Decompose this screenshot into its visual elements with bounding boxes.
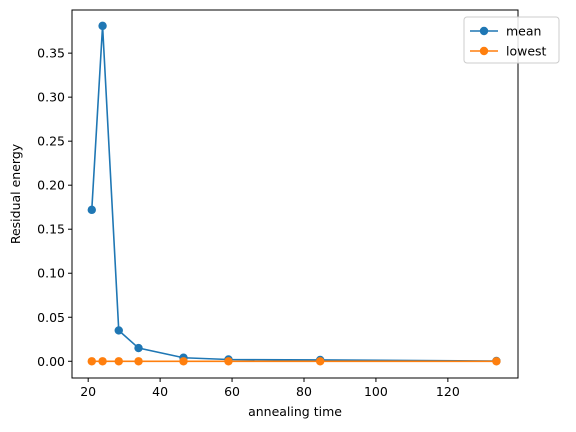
y-tick-label: 0.30 <box>37 90 65 105</box>
legend-marker-mean <box>479 26 489 36</box>
x-tick-label: 80 <box>296 384 312 399</box>
data-point-lowest <box>315 357 325 366</box>
x-tick-label: 120 <box>436 384 460 399</box>
legend: mean lowest <box>463 16 560 64</box>
x-tick-label: 100 <box>364 384 388 399</box>
series-layer <box>87 21 501 366</box>
series-line-mean <box>90 25 497 362</box>
y-tick-label: 0.00 <box>37 354 65 369</box>
data-point-lowest <box>87 357 96 366</box>
data-point-lowest <box>114 357 123 366</box>
y-tick-label: 0.25 <box>37 134 65 149</box>
data-point-lowest <box>224 357 233 366</box>
legend-label-mean: mean <box>506 24 541 39</box>
x-tick-label: 20 <box>80 384 96 399</box>
x-axis-ticks: 20 40 60 80 100 120 <box>80 378 460 399</box>
x-tick-label: 60 <box>224 384 240 399</box>
data-point-lowest <box>98 357 107 366</box>
y-tick-label: 0.15 <box>37 222 65 237</box>
legend-marker-lowest <box>479 46 489 56</box>
y-axis-label: Residual energy <box>8 143 23 244</box>
data-point-mean <box>87 205 96 215</box>
data-point-lowest <box>179 357 188 366</box>
y-axis-ticks: 0.00 0.05 0.10 0.15 0.20 0.25 0.30 0.35 <box>37 46 72 369</box>
data-point-mean <box>98 21 107 31</box>
legend-label-lowest: lowest <box>506 44 547 59</box>
data-point-mean <box>114 326 123 335</box>
y-tick-label: 0.10 <box>37 266 65 281</box>
axes-frame <box>71 9 519 379</box>
y-tick-label: 0.20 <box>37 178 65 193</box>
y-tick-label: 0.05 <box>37 310 65 325</box>
y-tick-label: 0.35 <box>37 46 65 61</box>
data-point-lowest <box>134 357 143 366</box>
x-tick-label: 40 <box>152 384 168 399</box>
data-point-lowest <box>492 357 501 366</box>
data-point-mean <box>134 343 143 353</box>
x-axis-label: annealing time <box>248 404 342 419</box>
